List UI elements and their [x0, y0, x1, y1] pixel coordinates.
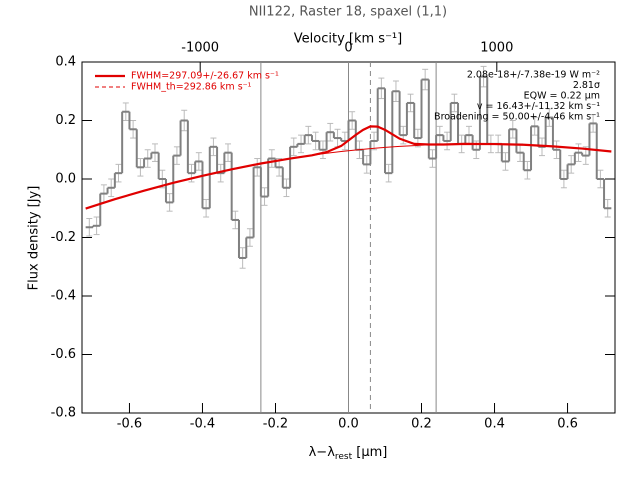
x-axis-label: λ−λrest [μm]: [309, 445, 388, 462]
annotation: v = 16.43+/-11.32 km s⁻¹: [477, 101, 600, 112]
x2-tick-label: 0: [344, 41, 352, 56]
fit-line: [290, 143, 444, 160]
y-axis-label: Flux density [Jy]: [27, 186, 42, 291]
legend-label: FWHM=297.09+/-26.67 km s⁻¹: [131, 71, 279, 82]
annotation: EQW = 0.22 μm: [524, 91, 600, 102]
y-tick-label: -0.8: [51, 406, 76, 421]
x-tick-label: 0.4: [484, 417, 505, 432]
x2-tick-label: 1000: [480, 41, 513, 56]
x-label-unit: [μm]: [352, 445, 387, 460]
x2-axis-label: Velocity [km s⁻¹]: [294, 32, 402, 47]
x-label-sub: rest: [335, 452, 353, 462]
y-tick-label: 0.0: [55, 172, 76, 187]
y-tick-label: -0.4: [51, 289, 76, 304]
annotation: 2.08e-18+/-7.38e-19 W m⁻²: [467, 70, 600, 81]
fit-line: [85, 125, 612, 210]
x-tick-label: 0.0: [338, 417, 359, 432]
x-label-main: λ−λ: [309, 445, 336, 460]
x-tick-label: -0.2: [263, 417, 288, 432]
y-tick-label: -0.6: [51, 347, 76, 362]
x2-tick-label: -1000: [181, 41, 219, 56]
chart-title: NII122, Raster 18, spaxel (1,1): [249, 5, 447, 20]
annotation: Broadening = 50.00+/-4.46 km s⁻¹: [434, 112, 600, 123]
x-tick-label: -0.6: [117, 417, 142, 432]
x-tick-label: 0.6: [557, 417, 578, 432]
y-tick-label: 0.2: [55, 113, 76, 128]
legend-label: FWHM_th=292.86 km s⁻¹: [131, 82, 252, 93]
y-tick-label: 0.4: [55, 55, 76, 70]
x-tick-label: 0.2: [411, 417, 432, 432]
y-tick-label: -0.2: [51, 230, 76, 245]
x-tick-label: -0.4: [190, 417, 215, 432]
annotation: 2.81σ: [573, 80, 600, 91]
